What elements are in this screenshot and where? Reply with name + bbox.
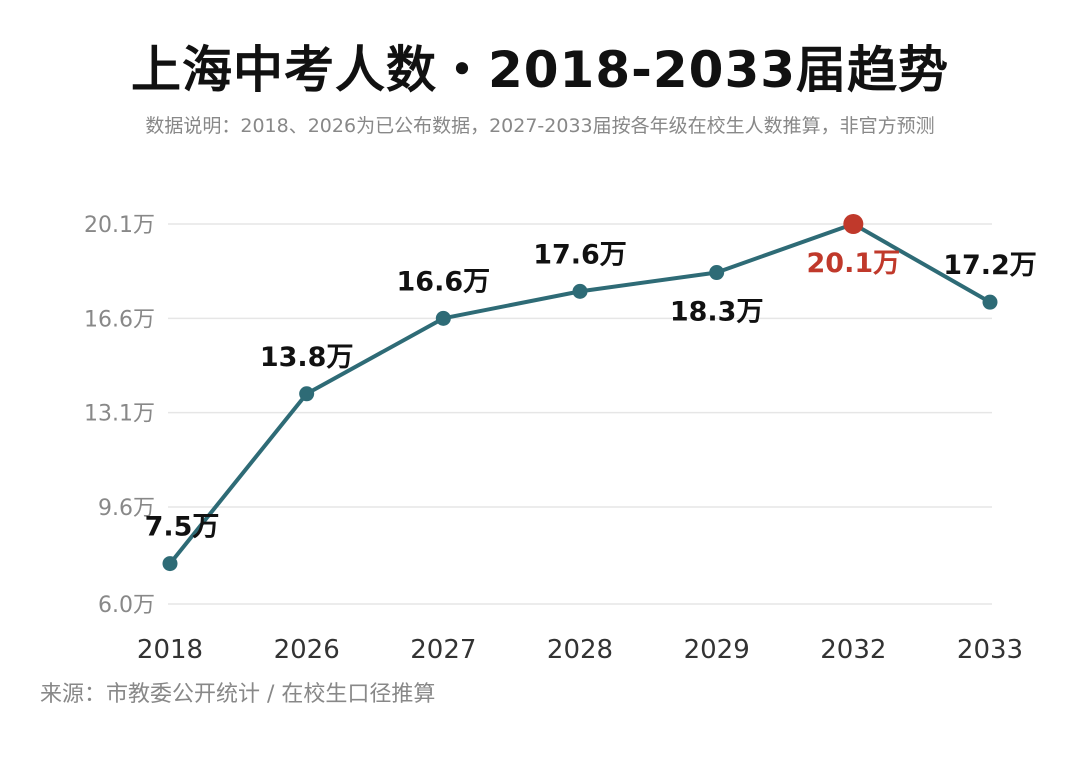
points-layer <box>162 214 998 572</box>
x-axis: 2018 2026 2027 2028 2029 2032 2033 <box>137 635 1023 665</box>
data-label: 20.1万 <box>807 248 901 279</box>
highlight-point <box>843 214 864 234</box>
x-tick-label: 2033 <box>957 635 1023 665</box>
y-tick-label: 9.6万 <box>98 496 155 521</box>
data-point <box>299 386 315 402</box>
data-label: 17.6万 <box>533 239 627 270</box>
x-tick-label: 2028 <box>547 635 613 665</box>
data-label: 18.3万 <box>670 297 764 328</box>
y-tick-label: 6.0万 <box>98 593 155 618</box>
chart-title: 上海中考人数・2018-2033届趋势 <box>130 41 950 99</box>
data-labels-layer: 7.5万 13.8万 16.6万 17.6万 18.3万 20.1万 17.2万 <box>145 239 1037 542</box>
x-tick-label: 2027 <box>410 635 476 665</box>
data-point <box>162 556 178 572</box>
y-tick-label: 20.1万 <box>84 213 155 238</box>
data-point <box>435 310 451 326</box>
data-label: 17.2万 <box>943 250 1037 281</box>
data-point <box>982 294 998 310</box>
grid-layer <box>168 223 992 605</box>
y-tick-label: 13.1万 <box>84 402 155 427</box>
x-tick-label: 2029 <box>684 635 750 665</box>
y-axis: 6.0万 9.6万 13.1万 16.6万 20.1万 <box>84 213 155 618</box>
y-tick-label: 16.6万 <box>84 307 155 332</box>
chart-subtitle: 数据说明：2018、2026为已公布数据，2027-2033届按各年级在校生人数… <box>145 115 935 137</box>
data-point <box>572 283 588 299</box>
data-label: 7.5万 <box>145 512 220 543</box>
x-tick-label: 2026 <box>274 635 340 665</box>
x-tick-label: 2032 <box>820 635 886 665</box>
data-label: 13.8万 <box>260 342 354 373</box>
data-point <box>709 265 725 281</box>
source-note: 来源：市教委公开统计 / 在校生口径推算 <box>40 682 436 707</box>
x-tick-label: 2018 <box>137 635 203 665</box>
data-label: 16.6万 <box>397 266 491 297</box>
